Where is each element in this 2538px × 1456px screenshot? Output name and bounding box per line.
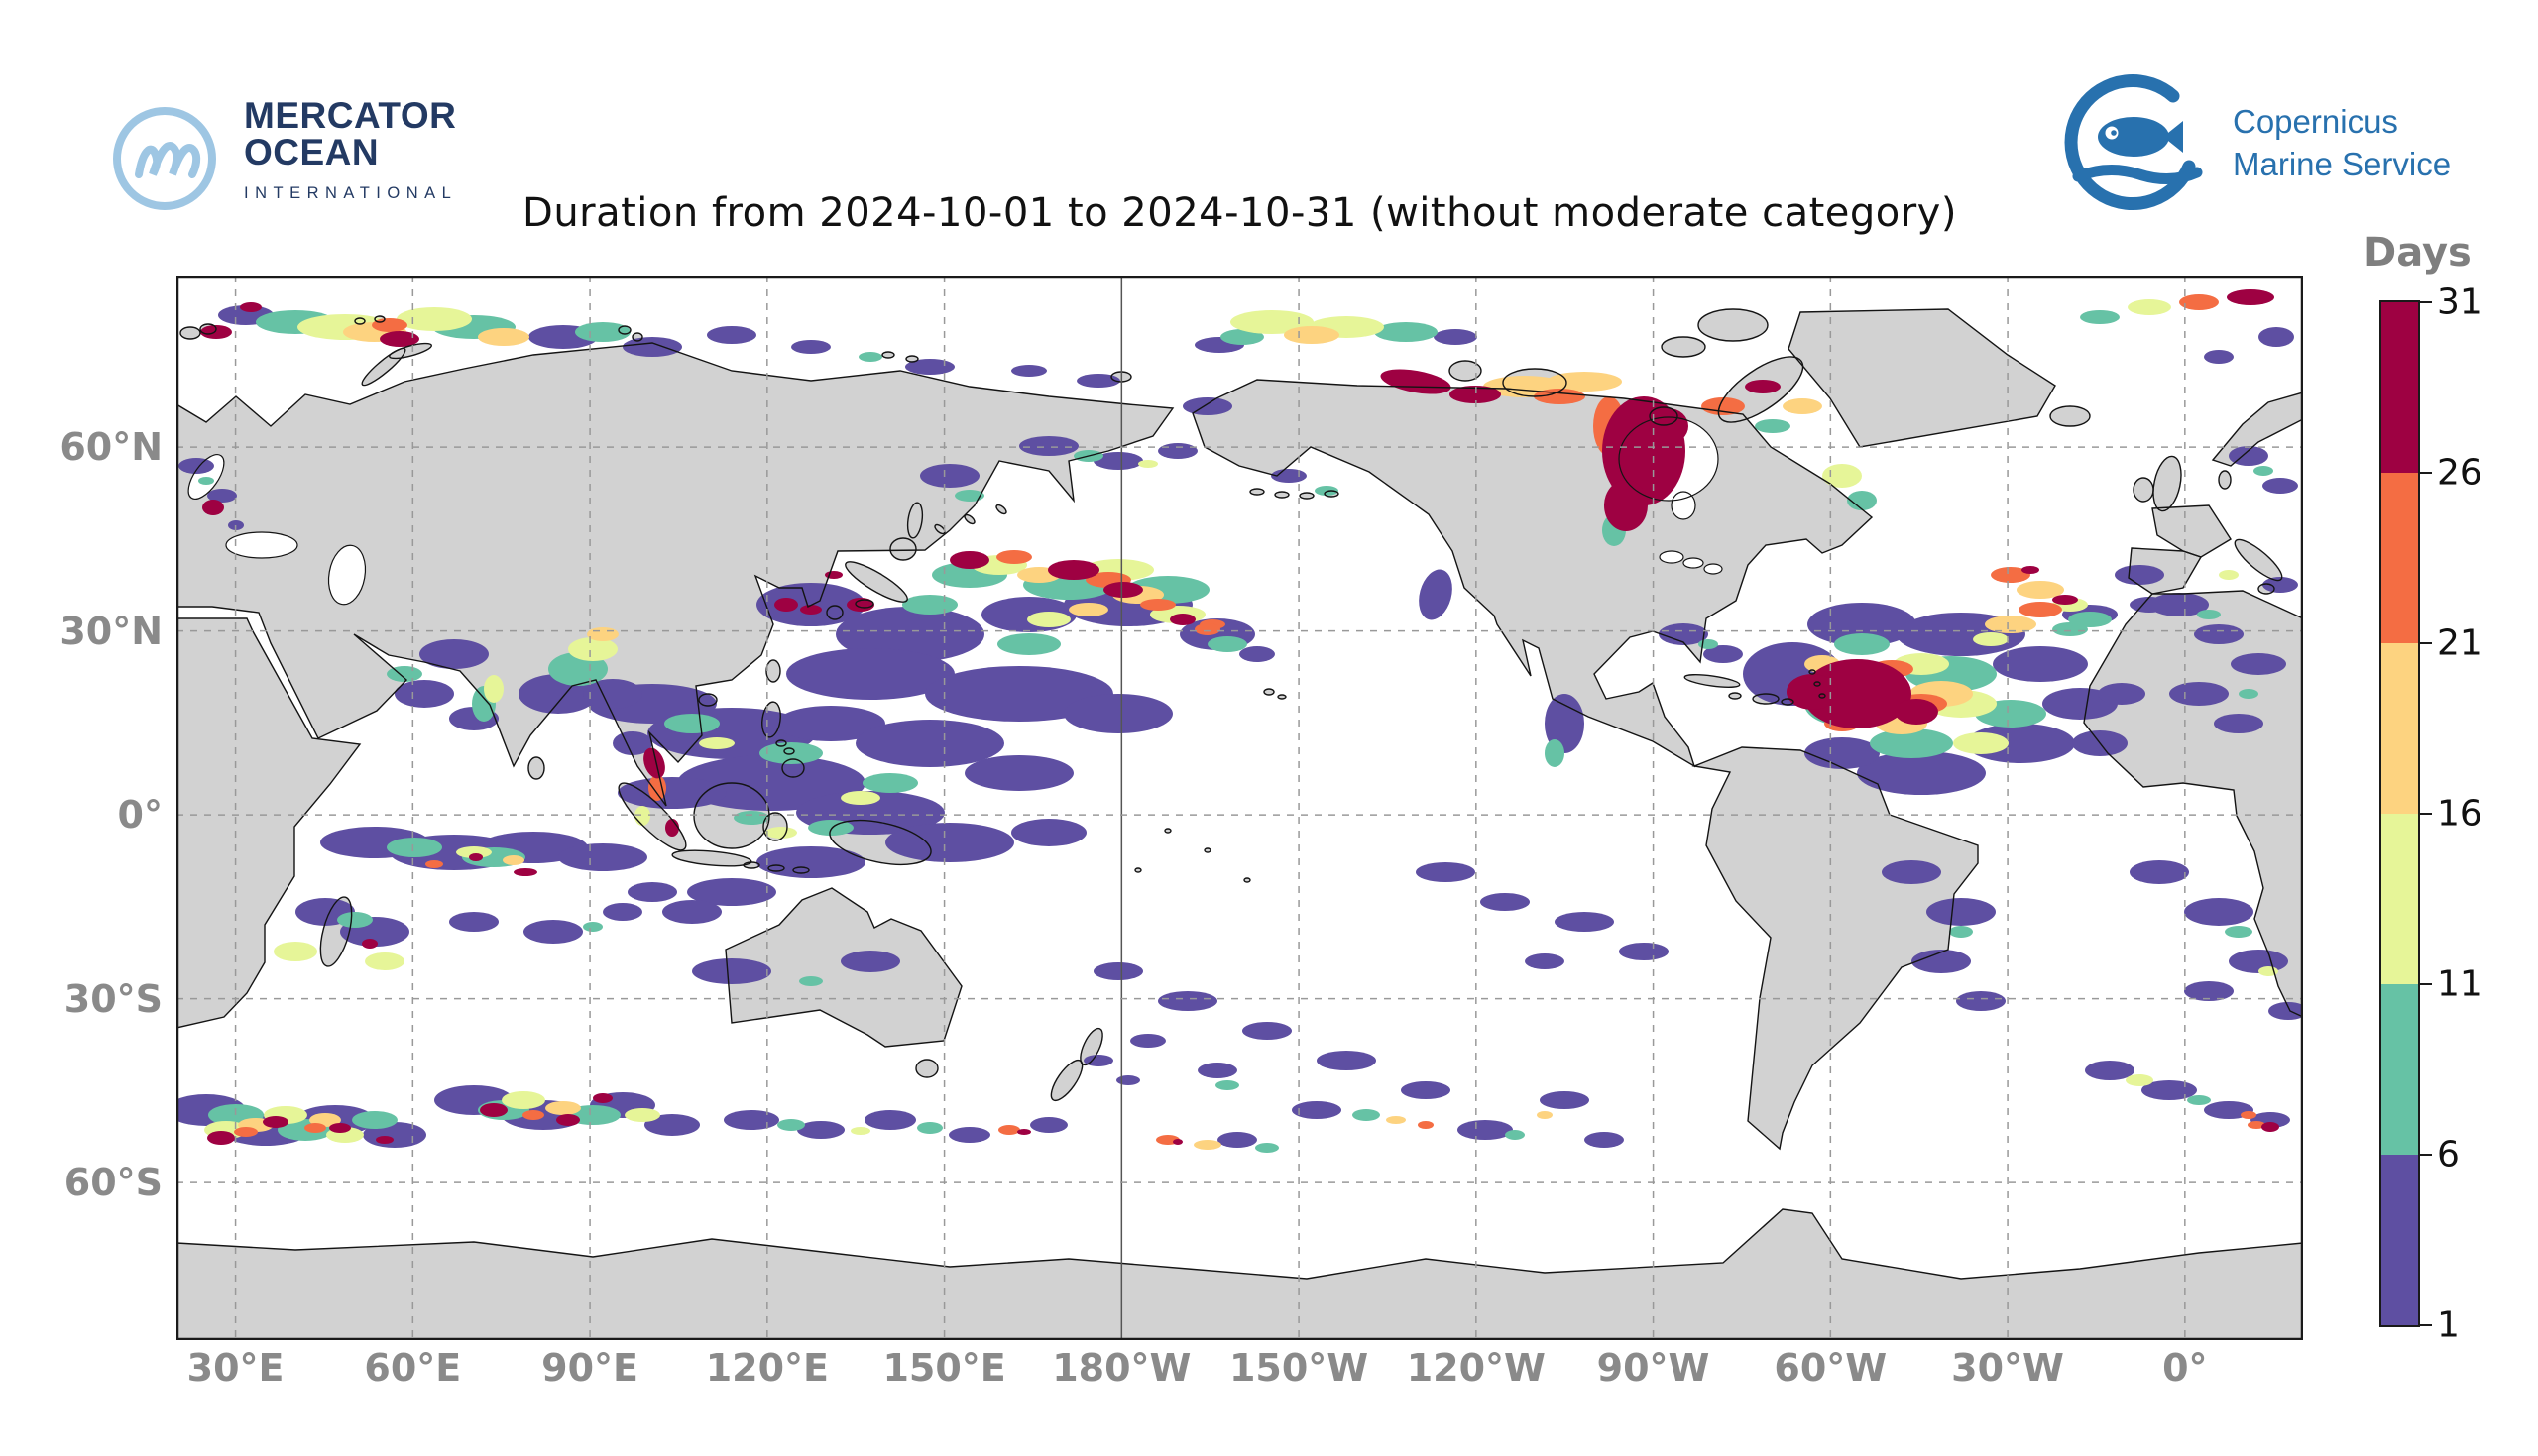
mercator-line2: OCEAN [244,132,380,172]
x-tick-label-6: 150°W [1228,1346,1369,1390]
x-tick-label-0: 30°E [186,1346,285,1390]
colorbar-tick-label-16: 16 [2437,793,2482,835]
colorbar-tick-label-1: 1 [2437,1304,2460,1346]
colorbar-tickmark-26 [2420,472,2432,474]
colorbar-band-26-31-days [2381,302,2418,473]
y-tick-label-1: 30°N [59,609,163,653]
mercator-ocean-m-icon [113,107,216,210]
world-map [176,276,2303,1340]
x-tick-label-2: 90°E [541,1346,638,1390]
colorbar-tick-label-11: 11 [2437,963,2482,1005]
colorbar-tickmark-6 [2420,1154,2432,1156]
page-title: Duration from 2024-10-01 to 2024-10-31 (… [522,190,1957,236]
colorbar-tickmark-16 [2420,813,2432,815]
colorbar-tick-label-26: 26 [2437,452,2482,494]
colorbar-tickmark-11 [2420,983,2432,985]
y-tick-label-2: 0° [117,793,163,838]
colorbar-title: Days [2364,230,2472,276]
x-tick-label-11: 0° [2162,1346,2208,1390]
x-tick-label-3: 120°E [705,1346,829,1390]
colorbar-tickmark-1 [2420,1324,2432,1326]
copernicus-fish-icon [2064,74,2203,211]
x-tick-label-10: 30°W [1951,1346,2064,1390]
copernicus-line1: Copernicus [2233,103,2398,141]
mercator-line3: INTERNATIONAL [244,184,458,202]
colorbar-tickmark-31 [2420,301,2432,303]
y-tick-label-3: 30°S [63,976,163,1021]
colorbar-band-11-16-days [2381,814,2418,984]
colorbar-band-1-6-days [2381,1155,2418,1325]
colorbar-tick-label-6: 6 [2437,1134,2460,1176]
copernicus-logo: Copernicus Marine Service [2064,61,2451,225]
colorbar-band-21-26-days [2381,473,2418,643]
mhw-duration-26-31-days [200,289,2279,1145]
y-tick-label-4: 60°S [63,1161,163,1205]
x-tick-label-4: 150°E [882,1346,1006,1390]
x-tick-label-5: 180°W [1052,1346,1192,1390]
colorbar-tick-label-21: 21 [2437,622,2482,664]
colorbar-band-6-11-days [2381,984,2418,1155]
x-tick-label-8: 90°W [1596,1346,1710,1390]
x-tick-label-9: 60°W [1774,1346,1888,1390]
colorbar-tickmark-21 [2420,642,2432,644]
colorbar-tick-label-31: 31 [2437,281,2482,323]
y-tick-label-0: 60°N [59,425,163,470]
x-tick-label-7: 120°W [1406,1346,1546,1390]
map-canvas [176,276,2303,1340]
map-border [176,276,2303,1340]
colorbar [2379,300,2420,1327]
copernicus-line2: Marine Service [2233,145,2452,182]
graticule [176,276,2303,1340]
mercator-line1: MERCATOR [244,95,457,136]
colorbar-band-16-21-days [2381,643,2418,814]
mercator-ocean-logo: MERCATOR OCEAN INTERNATIONAL [111,91,457,230]
x-tick-label-1: 60°E [364,1346,462,1390]
